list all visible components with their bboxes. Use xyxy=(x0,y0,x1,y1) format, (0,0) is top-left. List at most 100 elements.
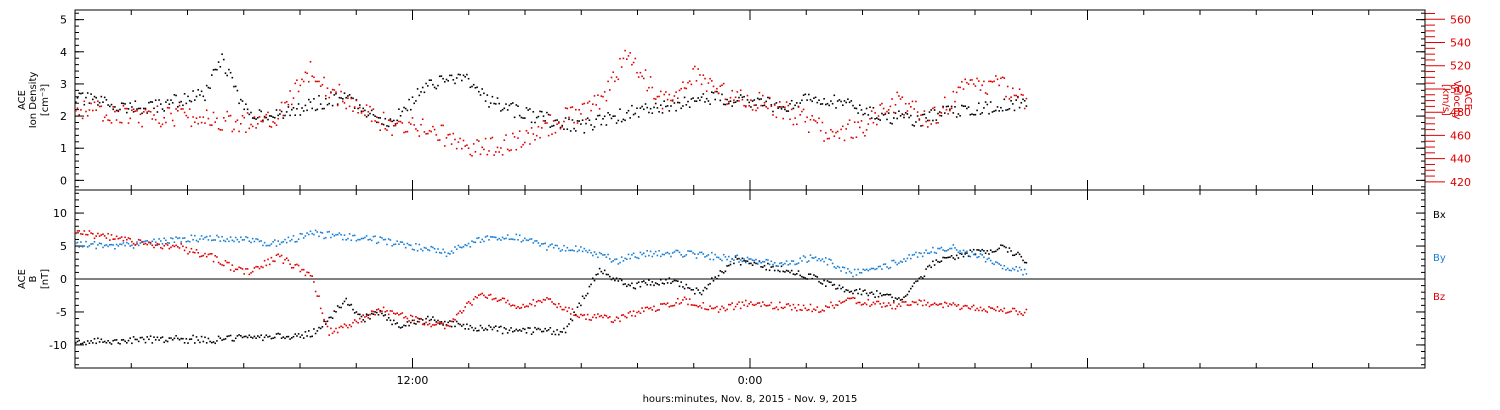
data-point xyxy=(530,238,533,240)
data-point xyxy=(649,250,652,253)
data-point xyxy=(804,277,807,279)
data-point xyxy=(508,303,511,305)
data-point xyxy=(920,125,922,127)
data-point xyxy=(532,331,535,333)
data-point xyxy=(637,257,640,260)
data-point xyxy=(894,297,897,299)
data-point xyxy=(331,104,334,107)
data-point xyxy=(331,88,334,91)
data-point xyxy=(670,105,672,107)
data-point xyxy=(877,295,880,298)
data-point xyxy=(438,251,441,254)
data-point xyxy=(163,117,165,119)
data-point xyxy=(296,263,298,266)
data-point xyxy=(518,130,521,132)
data-point xyxy=(944,256,946,259)
data-point xyxy=(182,104,184,107)
data-point xyxy=(382,238,385,241)
data-point xyxy=(683,87,686,89)
data-point xyxy=(194,342,196,344)
data-point xyxy=(700,307,703,309)
data-point xyxy=(993,308,995,311)
data-point xyxy=(688,80,691,82)
data-point xyxy=(78,92,80,95)
data-point xyxy=(484,137,487,140)
data-point xyxy=(692,97,694,99)
data-point xyxy=(583,314,586,316)
data-point xyxy=(493,154,495,156)
data-point xyxy=(850,100,853,102)
data-point xyxy=(76,230,79,232)
data-point xyxy=(597,273,599,275)
data-point xyxy=(996,261,999,264)
data-point xyxy=(661,282,664,284)
data-point xyxy=(859,301,861,304)
data-point xyxy=(109,119,111,122)
data-point xyxy=(957,113,960,115)
data-point xyxy=(233,85,235,88)
data-point xyxy=(921,277,924,279)
data-point xyxy=(796,263,798,265)
data-point xyxy=(81,233,84,235)
data-point xyxy=(262,339,264,342)
data-point xyxy=(881,306,883,308)
data-point xyxy=(289,263,291,265)
data-point xyxy=(745,299,747,302)
data-point xyxy=(535,328,538,331)
data-point xyxy=(195,95,198,98)
data-point xyxy=(120,102,123,104)
data-point xyxy=(884,112,887,115)
data-point xyxy=(197,339,199,341)
data-point xyxy=(748,101,750,104)
data-point xyxy=(687,81,689,84)
data-point xyxy=(634,57,637,60)
data-point xyxy=(605,99,608,102)
data-point xyxy=(530,121,533,124)
data-point xyxy=(801,110,803,113)
data-point xyxy=(790,308,793,311)
data-point xyxy=(153,246,155,249)
data-point xyxy=(746,99,749,101)
data-point xyxy=(1000,77,1002,80)
data-point xyxy=(575,245,577,247)
data-point xyxy=(947,105,949,108)
data-point xyxy=(98,242,101,244)
data-point xyxy=(950,107,953,110)
data-point xyxy=(656,309,659,311)
data-point xyxy=(838,137,841,139)
data-point xyxy=(877,118,880,120)
data-point xyxy=(243,239,245,241)
data-point xyxy=(251,237,254,240)
data-point xyxy=(464,244,466,246)
data-point xyxy=(97,244,99,246)
data-point xyxy=(209,340,211,343)
data-point xyxy=(518,307,521,310)
data-point xyxy=(751,100,754,102)
data-point xyxy=(870,291,873,294)
data-point xyxy=(989,101,992,103)
data-point xyxy=(729,100,732,102)
data-point xyxy=(852,137,854,139)
shared-x-labels: 12:00 0:00 xyxy=(397,374,763,387)
data-point xyxy=(177,337,179,340)
data-point xyxy=(92,98,94,101)
data-point xyxy=(309,61,312,63)
data-point xyxy=(241,100,244,102)
data-point xyxy=(318,235,320,238)
data-point xyxy=(566,325,569,328)
data-point xyxy=(677,297,679,300)
data-point xyxy=(1022,259,1024,262)
data-point xyxy=(879,292,881,295)
data-point xyxy=(386,243,388,246)
data-point xyxy=(711,91,713,93)
data-point xyxy=(843,266,846,269)
data-point xyxy=(818,117,820,120)
data-point xyxy=(357,238,359,241)
data-point xyxy=(280,101,283,104)
data-point xyxy=(120,236,123,238)
data-point xyxy=(609,89,611,91)
data-point xyxy=(709,282,711,285)
data-point xyxy=(255,118,257,120)
data-point xyxy=(823,260,825,263)
data-point xyxy=(81,117,84,120)
